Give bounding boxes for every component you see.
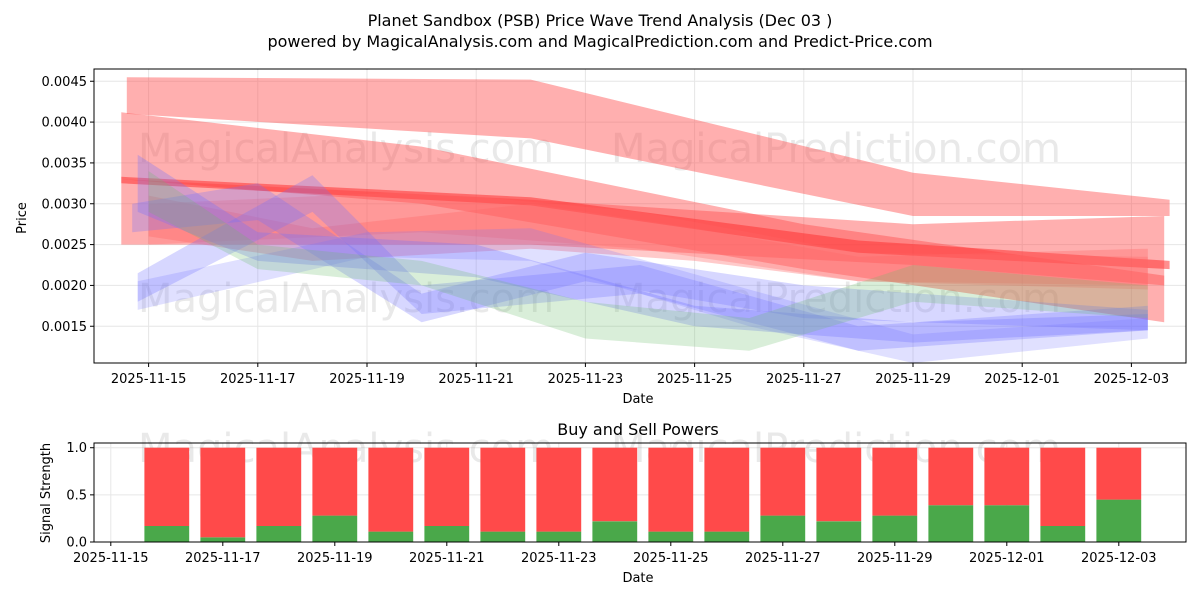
top-x-tick-label: 2025-12-03: [1094, 372, 1170, 387]
sell-power-bar: [984, 447, 1030, 506]
bottom-x-tick-label: 2025-12-03: [1081, 551, 1157, 566]
bottom-x-tick-label: 2025-11-17: [185, 551, 261, 566]
bottom-x-tick-label: 2025-11-23: [521, 551, 597, 566]
bottom-x-tick-label: 2025-11-25: [633, 551, 709, 566]
bottom-y-tick-label: 1.0: [66, 441, 87, 456]
top-y-tick-label: 0.0035: [42, 156, 88, 171]
bottom-x-tick-label: 2025-11-21: [409, 551, 485, 566]
buy-power-bar: [984, 505, 1030, 542]
sell-power-bar: [872, 447, 918, 516]
bottom-xlabel: Date: [622, 571, 653, 586]
top-y-tick-label: 0.0040: [42, 116, 88, 131]
sell-power-bar: [1040, 447, 1086, 526]
buy-power-bar: [480, 531, 526, 542]
top-y-tick-label: 0.0025: [42, 238, 88, 253]
price-wave-band: [137, 175, 1148, 351]
sell-power-bar: [480, 447, 526, 532]
sell-power-bar: [704, 447, 750, 532]
buy-power-bar: [144, 526, 190, 542]
buy-power-bar: [424, 526, 470, 542]
sell-power-bar: [1096, 447, 1142, 500]
sell-power-bar: [648, 447, 694, 532]
bottom-title: Buy and Sell Powers: [557, 420, 719, 439]
buy-sell-power-chart: MagicalAnalysis.comMagicalPrediction.com…: [66, 426, 1187, 566]
watermark-text: MagicalAnalysis.com: [138, 126, 554, 172]
watermark-text: MagicalPrediction.com: [611, 276, 1061, 322]
top-x-tick-label: 2025-11-27: [766, 372, 842, 387]
bottom-ylabel: Signal Strength: [39, 443, 54, 543]
sell-power-bar: [536, 447, 582, 532]
buy-power-bar: [1096, 499, 1142, 542]
price-wave-band: [121, 179, 1165, 286]
buy-power-bar: [816, 521, 862, 542]
buy-power-bar: [368, 531, 414, 542]
chart-title: Planet Sandbox (PSB) Price Wave Trend An…: [368, 11, 833, 30]
chart-subtitle: powered by MagicalAnalysis.com and Magic…: [267, 32, 932, 51]
price-wave-band: [148, 195, 1148, 286]
buy-power-bar: [704, 531, 750, 542]
sell-power-bar: [256, 447, 302, 526]
top-x-tick-label: 2025-11-25: [657, 372, 733, 387]
sell-power-bar: [200, 447, 246, 538]
sell-power-bar: [592, 447, 638, 522]
bottom-plot-frame: [93, 442, 1187, 543]
top-y-tick-label: 0.0045: [42, 75, 88, 90]
top-ticks: 2025-11-15 2025-11-17 2025-11-19 2025-11-21…: [42, 75, 1170, 387]
sell-power-bar: [144, 447, 190, 526]
bottom-y-tick-label: 0.5: [66, 488, 87, 503]
buy-power-bar: [872, 515, 918, 542]
bottom-x-tick-label: 2025-11-15: [73, 551, 149, 566]
top-plot-frame: [93, 68, 1187, 364]
sell-power-bar: [928, 447, 974, 506]
sell-power-bar: [312, 447, 358, 516]
bottom-x-tick-label: 2025-11-27: [745, 551, 821, 566]
top-x-tick-label: 2025-11-19: [329, 372, 405, 387]
buy-power-bar: [928, 505, 974, 542]
buy-power-bar: [200, 537, 246, 542]
watermark-text: MagicalAnalysis.com: [138, 276, 554, 322]
bottom-x-tick-label: 2025-11-29: [857, 551, 933, 566]
top-x-tick-label: 2025-11-21: [438, 372, 514, 387]
buy-power-bar: [760, 515, 806, 542]
top-xlabel: Date: [622, 392, 653, 407]
top-grid: [94, 69, 1186, 363]
bottom-bars: [144, 447, 1142, 542]
top-x-tick-label: 2025-11-15: [111, 372, 187, 387]
price-wave-band: [126, 77, 1170, 216]
sell-power-bar: [368, 447, 414, 532]
top-x-tick-label: 2025-12-01: [984, 372, 1060, 387]
sell-power-bar: [816, 447, 862, 522]
price-wave-chart: MagicalAnalysis.com MagicalPrediction.com…: [42, 68, 1187, 387]
top-y-tick-label: 0.0015: [42, 320, 88, 335]
buy-power-bar: [1040, 526, 1086, 542]
top-x-tick-label: 2025-11-23: [548, 372, 624, 387]
top-x-tick-label: 2025-11-29: [875, 372, 951, 387]
sell-power-bar: [760, 447, 806, 516]
top-ylabel: Price: [15, 202, 30, 234]
buy-power-bar: [592, 521, 638, 542]
bottom-x-tick-label: 2025-11-19: [297, 551, 373, 566]
price-wave-band: [148, 171, 1148, 351]
sell-power-bar: [424, 447, 470, 526]
watermark-text: MagicalPrediction.com: [611, 126, 1061, 172]
top-bands: [121, 77, 1170, 363]
buy-power-bar: [536, 531, 582, 542]
top-x-tick-label: 2025-11-17: [220, 372, 296, 387]
buy-power-bar: [312, 515, 358, 542]
bottom-x-tick-label: 2025-12-01: [969, 551, 1045, 566]
bottom-y-tick-label: 0.0: [66, 536, 87, 551]
top-y-tick-label: 0.0020: [42, 279, 88, 294]
price-wave-band: [121, 176, 1170, 270]
price-wave-band: [132, 183, 1148, 331]
buy-power-bar: [648, 531, 694, 542]
top-watermarks: MagicalAnalysis.com MagicalPrediction.com…: [138, 126, 1061, 322]
top-y-tick-label: 0.0030: [42, 197, 88, 212]
price-wave-band: [148, 191, 1148, 290]
bottom-ticks: 2025-11-15 2025-11-17 2025-11-19 2025-11-21…: [66, 441, 1156, 566]
buy-power-bar: [256, 526, 302, 542]
price-wave-band: [137, 154, 1148, 343]
